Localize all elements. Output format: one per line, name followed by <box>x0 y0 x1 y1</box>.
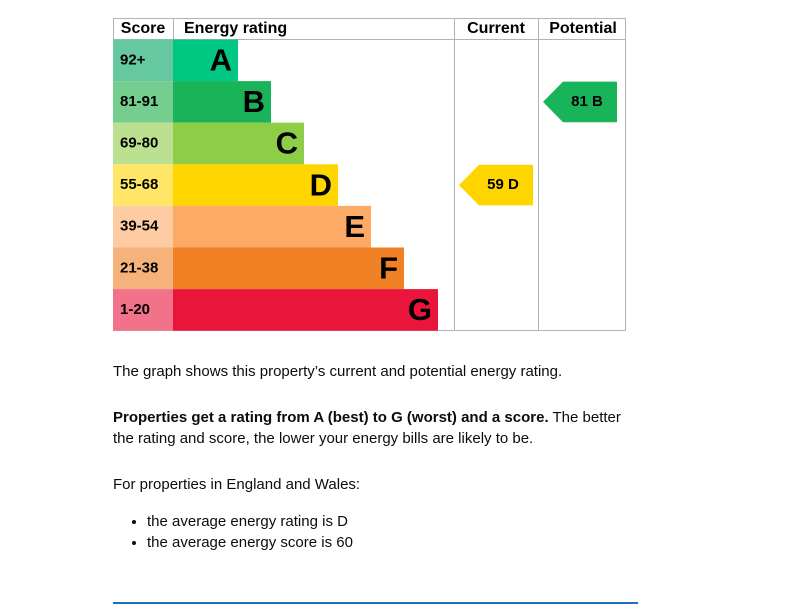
bullet: the average energy rating is D <box>147 511 638 532</box>
current-rating: D <box>508 176 519 193</box>
rating-bar <box>173 81 271 123</box>
rating-letter: E <box>344 209 365 244</box>
score-range: 92+ <box>120 51 146 68</box>
current-score: 59 <box>487 176 504 193</box>
divider <box>113 602 638 604</box>
score-cell <box>113 81 173 123</box>
score-range: 39-54 <box>120 218 159 235</box>
rating-bar <box>173 164 338 206</box>
paragraph: For properties in England and Wales: <box>113 476 361 493</box>
rating-letter: F <box>379 250 398 285</box>
score-range: 1-20 <box>120 301 150 318</box>
rating-letter: A <box>210 42 232 77</box>
potential-arrow <box>543 81 617 123</box>
potential-rating: B <box>592 93 603 110</box>
intro: The graph shows this property’s current … <box>113 363 563 380</box>
rating-bar <box>173 205 371 248</box>
header: Potential <box>549 20 617 37</box>
text: The better the rating and score, the low… <box>113 409 621 447</box>
rating-bar <box>173 289 438 331</box>
score-range: 81-91 <box>120 93 158 110</box>
score-cell <box>113 247 173 290</box>
paragraph: Properties get a rating from A (best) to… <box>113 407 638 449</box>
rating-letter: B <box>243 84 265 119</box>
rating-bar <box>173 122 304 165</box>
bullet: the average energy score is 60 <box>147 532 638 553</box>
rating-letter: D <box>310 167 332 202</box>
score-range: 69-80 <box>120 134 158 151</box>
score-cell <box>113 289 173 331</box>
score-cell <box>113 122 173 165</box>
score-range: 21-38 <box>120 259 158 276</box>
rating-letter: G <box>408 292 432 327</box>
score-cell <box>113 164 173 206</box>
rating-bar <box>173 39 238 82</box>
current-label: 59 D <box>487 176 519 193</box>
header: Energy rating <box>184 20 287 37</box>
epc-chart: Score Energy rating Current Potential 92… <box>113 18 626 331</box>
header: Current <box>467 20 525 37</box>
bullet-list: the average energy rating is D the avera… <box>113 511 638 553</box>
score-cell <box>113 39 173 82</box>
score-cell <box>113 205 173 248</box>
rating-bar <box>173 247 404 290</box>
score-range: 55-68 <box>120 176 158 193</box>
header: Score <box>121 20 166 37</box>
rating-letter: C <box>276 126 298 161</box>
potential-score: 81 <box>571 93 588 110</box>
potential-label: 81 B <box>571 93 603 110</box>
bold-text: Properties get a rating from A (best) to… <box>113 409 549 426</box>
current-arrow <box>459 164 533 206</box>
